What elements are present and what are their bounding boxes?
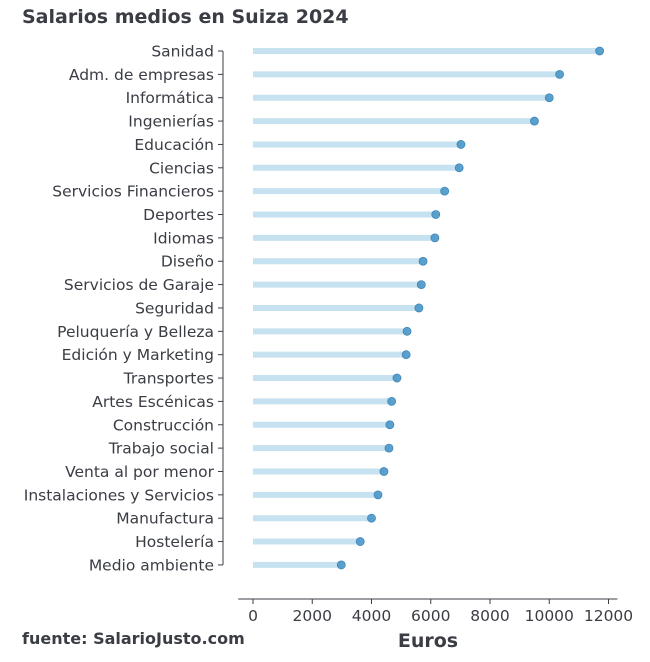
x-tick-label-12000: 12000: [584, 607, 633, 625]
point-medio-ambiente: [336, 560, 346, 570]
category-label-deportes: Deportes: [143, 206, 214, 224]
point-ciencias: [454, 163, 464, 173]
point-informatica: [544, 93, 554, 103]
category-label-idiomas: Idiomas: [153, 229, 214, 247]
category-labels: Sanidad Adm. de empresas Informática Ingeni…: [24, 43, 215, 575]
category-label-ciencias: Ciencias: [149, 159, 214, 177]
category-label-servicios-financieros: Servicios Financieros: [52, 183, 214, 201]
point-construccion: [385, 420, 395, 430]
point-artes-escenicas: [387, 396, 397, 406]
category-label-manufactura: Manufactura: [116, 510, 214, 528]
category-label-diseno: Diseño: [161, 253, 214, 271]
point-diseno: [418, 256, 428, 266]
point-educacion: [456, 140, 466, 149]
x-axis-label: Euros: [398, 630, 458, 652]
category-label-trabajo-social: Trabajo social: [108, 440, 214, 458]
x-tick-label-8000: 8000: [470, 607, 509, 625]
category-label-sanidad: Sanidad: [151, 43, 214, 61]
point-ingenierias: [530, 116, 539, 126]
chart-title: Salarios medios en Suiza 2024: [22, 6, 349, 28]
x-tick-label-2000: 2000: [293, 607, 332, 625]
point-peluqueria-y-belleza: [402, 326, 412, 336]
point-servicios-de-garaje: [416, 280, 426, 290]
point-manufactura: [367, 513, 376, 523]
category-label-artes-escenicas: Artes Escénicas: [92, 393, 214, 411]
x-axis: 0 2000 4000 6000 8000 10000 12000: [238, 598, 633, 625]
point-hosteleria: [355, 537, 365, 546]
points-layer: [336, 46, 605, 570]
category-label-transportes: Transportes: [123, 370, 214, 388]
category-label-construccion: Construcción: [113, 416, 214, 434]
category-label-edicion-y-marketing: Edición y Marketing: [62, 346, 214, 364]
point-instalaciones-y-servicios: [373, 490, 383, 500]
category-label-ingenierias: Ingenierías: [128, 113, 214, 131]
category-label-servicios-de-garaje: Servicios de Garaje: [64, 276, 214, 294]
x-tick-label-0: 0: [248, 607, 258, 625]
point-idiomas: [430, 233, 440, 243]
point-deportes: [431, 210, 441, 219]
x-tick-label-4000: 4000: [352, 607, 391, 625]
category-label-informatica: Informática: [126, 89, 214, 107]
category-label-medio-ambiente: Medio ambiente: [89, 556, 214, 574]
point-venta-al-por-menor: [379, 467, 389, 476]
x-tick-label-6000: 6000: [411, 607, 450, 625]
point-edicion-y-marketing: [401, 350, 411, 360]
category-label-instalaciones-y-servicios: Instalaciones y Servicios: [24, 486, 214, 504]
x-tick-label-10000: 10000: [525, 607, 574, 625]
point-servicios-financieros: [440, 186, 450, 196]
point-trabajo-social: [384, 443, 394, 453]
point-sanidad: [595, 46, 605, 56]
source-note: fuente: SalarioJusto.com: [22, 629, 245, 648]
y-axis: [218, 50, 224, 566]
category-label-adm-de-empresas: Adm. de empresas: [69, 66, 214, 84]
category-label-seguridad: Seguridad: [135, 299, 214, 317]
stems-layer: [253, 48, 600, 568]
point-adm-de-empresas: [555, 69, 565, 79]
category-label-peluqueria-y-belleza: Peluquería y Belleza: [57, 323, 214, 341]
point-transportes: [392, 373, 402, 383]
category-label-venta-al-por-menor: Venta al por menor: [65, 463, 215, 481]
point-seguridad: [414, 303, 424, 313]
category-label-hosteleria: Hostelería: [135, 533, 214, 551]
category-label-educacion: Educación: [134, 136, 214, 154]
